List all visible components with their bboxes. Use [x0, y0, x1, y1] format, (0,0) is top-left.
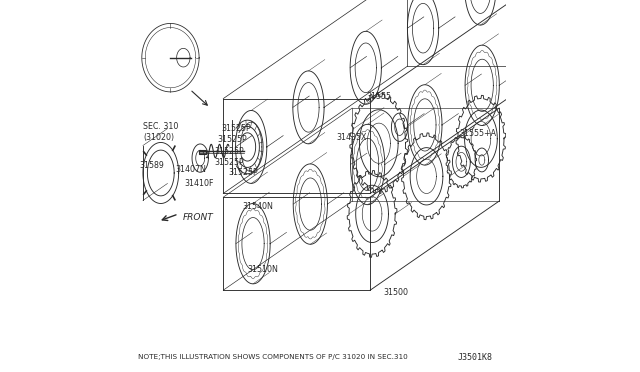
Text: 31525P: 31525P: [229, 169, 259, 177]
Text: 31500: 31500: [383, 288, 408, 296]
Text: 31540N: 31540N: [242, 202, 273, 211]
Text: NOTE;THIS ILLUSTRATION SHOWS COMPONENTS OF P/C 31020 IN SEC.310: NOTE;THIS ILLUSTRATION SHOWS COMPONENTS …: [138, 354, 408, 360]
Text: 31435X: 31435X: [337, 133, 367, 142]
Text: 31510N: 31510N: [248, 265, 278, 274]
Text: J3501K8: J3501K8: [458, 353, 493, 362]
Text: 31525P: 31525P: [214, 158, 244, 167]
FancyBboxPatch shape: [199, 150, 206, 154]
Text: 31555+A: 31555+A: [460, 129, 497, 138]
Text: 31407N: 31407N: [175, 165, 206, 174]
Text: 31555: 31555: [367, 92, 392, 101]
Text: SEC. 310
(31020): SEC. 310 (31020): [143, 122, 179, 142]
Text: 31525P: 31525P: [218, 135, 247, 144]
Text: 31525P: 31525P: [214, 147, 244, 156]
Text: 31410F: 31410F: [184, 179, 214, 187]
Text: 31525P: 31525P: [221, 124, 251, 133]
Text: FRONT: FRONT: [182, 213, 213, 222]
Text: 31589: 31589: [140, 161, 164, 170]
